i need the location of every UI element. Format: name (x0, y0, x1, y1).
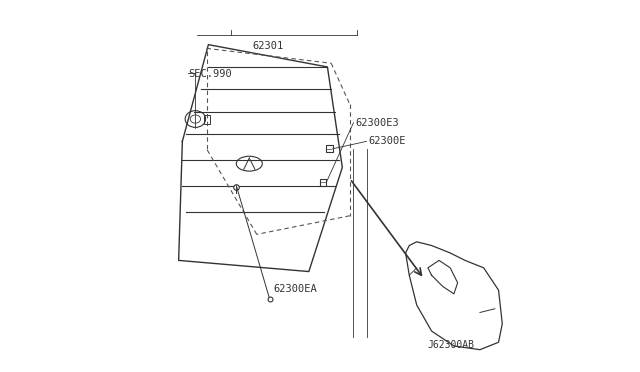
Bar (326, 145, 333, 152)
Bar (319, 179, 326, 186)
Text: 62300E3: 62300E3 (355, 118, 399, 128)
Text: 62301: 62301 (252, 41, 284, 51)
Text: SEC.990: SEC.990 (188, 70, 232, 79)
Bar (204, 115, 209, 124)
Text: J62300AB: J62300AB (428, 340, 475, 350)
Text: 62300E: 62300E (369, 137, 406, 146)
Text: 62300EA: 62300EA (273, 284, 317, 294)
